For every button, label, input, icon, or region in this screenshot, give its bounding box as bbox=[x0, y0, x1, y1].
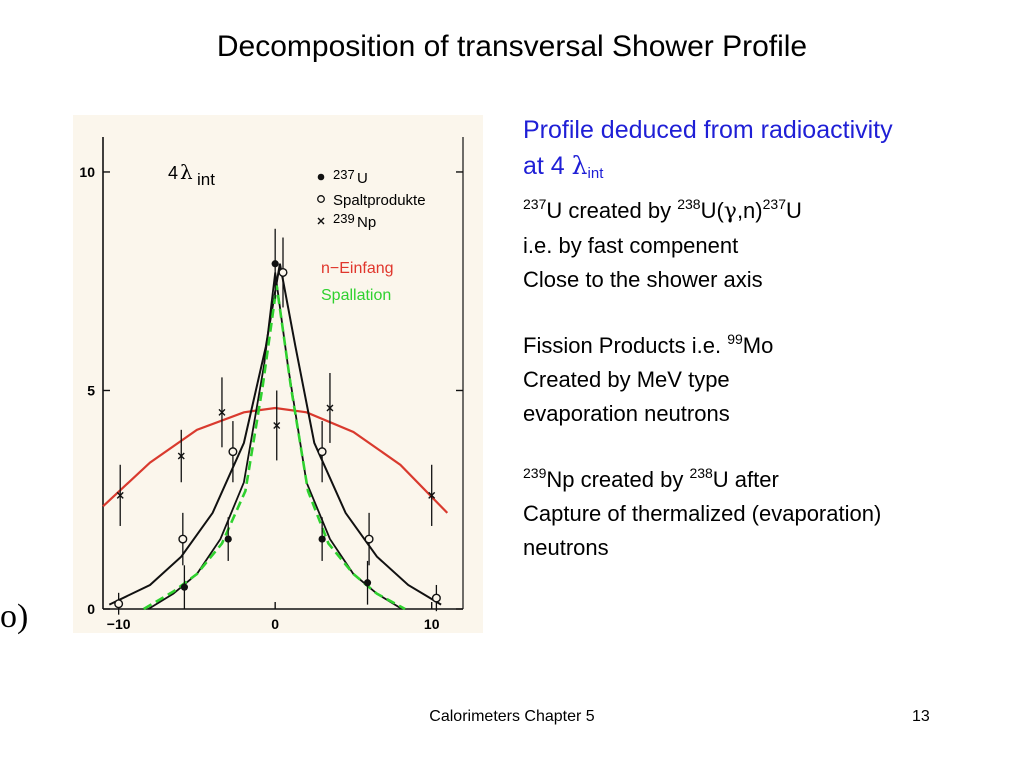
heading-line-2: at 4 λint bbox=[523, 148, 1003, 184]
annotation-lambda: λ bbox=[180, 160, 193, 184]
mev-type-line: Created by MeV type bbox=[523, 367, 730, 392]
u237-sup: 237 bbox=[523, 196, 547, 212]
neutrons-line: neutrons bbox=[523, 535, 609, 560]
data-point-u237 bbox=[363, 579, 372, 587]
mo99-text: Mo bbox=[742, 333, 774, 358]
n-einfang-curve bbox=[102, 406, 449, 514]
y-tick-label: 10 bbox=[79, 164, 95, 180]
cross-stroke bbox=[428, 491, 436, 499]
fission-text: Fission Products i.e. bbox=[523, 333, 728, 358]
data-point-spaltprodukte bbox=[317, 447, 327, 457]
data-point-np239 bbox=[326, 404, 334, 412]
y-tick-label: 0 bbox=[87, 601, 95, 617]
thermalized-line: Capture of thermalized (evaporation) bbox=[523, 501, 882, 526]
u238-sup: 238 bbox=[677, 196, 701, 212]
u238b-sup: 238 bbox=[689, 465, 713, 481]
data-point-np239 bbox=[428, 491, 436, 499]
data-point-spaltprodukte bbox=[364, 534, 374, 544]
legend-marker-spaltprodukte bbox=[317, 195, 325, 203]
heading-prefix: at 4 bbox=[523, 152, 572, 180]
reaction-text: ,n) bbox=[736, 198, 763, 223]
curve-label: Spallation bbox=[321, 287, 391, 304]
u237-product-sup: 237 bbox=[762, 196, 786, 212]
annotation-subscript: int bbox=[197, 170, 215, 189]
gamma-symbol: γ bbox=[723, 199, 737, 224]
x-tick-label: −10 bbox=[107, 616, 131, 632]
chart-figure: −100100510y [cm]Intensität4λint237USpalt… bbox=[73, 115, 483, 633]
cross-stroke bbox=[116, 491, 124, 499]
np239-line: 239Np created by 238U after bbox=[523, 463, 1003, 497]
legend-marker-u237 bbox=[317, 173, 325, 181]
annotation-prefix: 4 bbox=[168, 163, 178, 183]
heading-line-1: Profile deduced from radioactivity bbox=[523, 116, 893, 144]
x-tick-label: 0 bbox=[271, 616, 279, 632]
u237-product-text: U bbox=[785, 198, 802, 223]
data-point-u237 bbox=[271, 260, 279, 268]
curve-label: n−Einfang bbox=[321, 260, 394, 277]
shower-axis-line: Close to the shower axis bbox=[523, 267, 763, 292]
data-point-np239 bbox=[218, 408, 226, 416]
fast-component-line: i.e. by fast compenent bbox=[523, 233, 739, 258]
cropped-label-fragment: o) bbox=[0, 598, 29, 635]
np239-text: Np created by bbox=[546, 467, 690, 492]
chart-svg: −100100510y [cm]Intensität4λint237USpalt… bbox=[79, 137, 464, 632]
data-point-u237 bbox=[318, 535, 326, 543]
heading-subscript: int bbox=[587, 165, 604, 182]
data-point-spaltprodukte bbox=[278, 267, 288, 277]
cross-stroke bbox=[273, 421, 281, 429]
u237-line: 237U created by 238U(γ,n)237U bbox=[523, 194, 1003, 229]
data-point-spaltprodukte bbox=[178, 534, 188, 544]
y-tick-label: 5 bbox=[87, 382, 95, 398]
data-point-np239 bbox=[273, 421, 281, 429]
fit-curve-outer bbox=[108, 263, 442, 606]
fit-curve-inner bbox=[147, 272, 403, 610]
data-point-np239 bbox=[177, 452, 185, 460]
spallation-curve bbox=[143, 285, 406, 611]
u238b-text: U after bbox=[712, 467, 779, 492]
slide-title: Decomposition of transversal Shower Prof… bbox=[216, 30, 808, 63]
lambda-symbol: λ bbox=[571, 151, 588, 180]
explanation-text: Profile deduced from radioactivity at 4 … bbox=[523, 112, 1003, 565]
legend-label-element: Np bbox=[357, 214, 376, 231]
u237-text: U created by bbox=[546, 198, 678, 223]
u238-text: U( bbox=[700, 198, 724, 223]
page-number: 13 bbox=[912, 708, 930, 725]
legend-label-element: U bbox=[357, 170, 368, 187]
legend-label-superscript: 239 bbox=[333, 211, 355, 226]
profile-heading: Profile deduced from radioactivity at 4 … bbox=[523, 112, 1003, 184]
fission-products-line: Fission Products i.e. 99Mo bbox=[523, 329, 1003, 363]
cross-stroke bbox=[218, 408, 226, 416]
data-point-np239 bbox=[116, 491, 124, 499]
np239-sup: 239 bbox=[523, 465, 547, 481]
data-point-u237 bbox=[224, 535, 232, 543]
legend-label: Spaltprodukte bbox=[333, 192, 426, 209]
evaporation-line: evaporation neutrons bbox=[523, 401, 730, 426]
data-point-spaltprodukte bbox=[228, 447, 238, 457]
mo99-sup: 99 bbox=[727, 331, 743, 347]
data-point-u237 bbox=[180, 583, 188, 591]
footer-title: Calorimeters Chapter 5 bbox=[429, 708, 595, 725]
data-point-spaltprodukte bbox=[114, 599, 124, 609]
legend-marker-np239 bbox=[317, 217, 325, 225]
data-point-spaltprodukte bbox=[431, 593, 441, 603]
legend-label-superscript: 237 bbox=[333, 167, 355, 182]
x-tick-label: 10 bbox=[424, 616, 440, 632]
cross-stroke bbox=[326, 404, 334, 412]
cross-stroke bbox=[177, 452, 185, 460]
